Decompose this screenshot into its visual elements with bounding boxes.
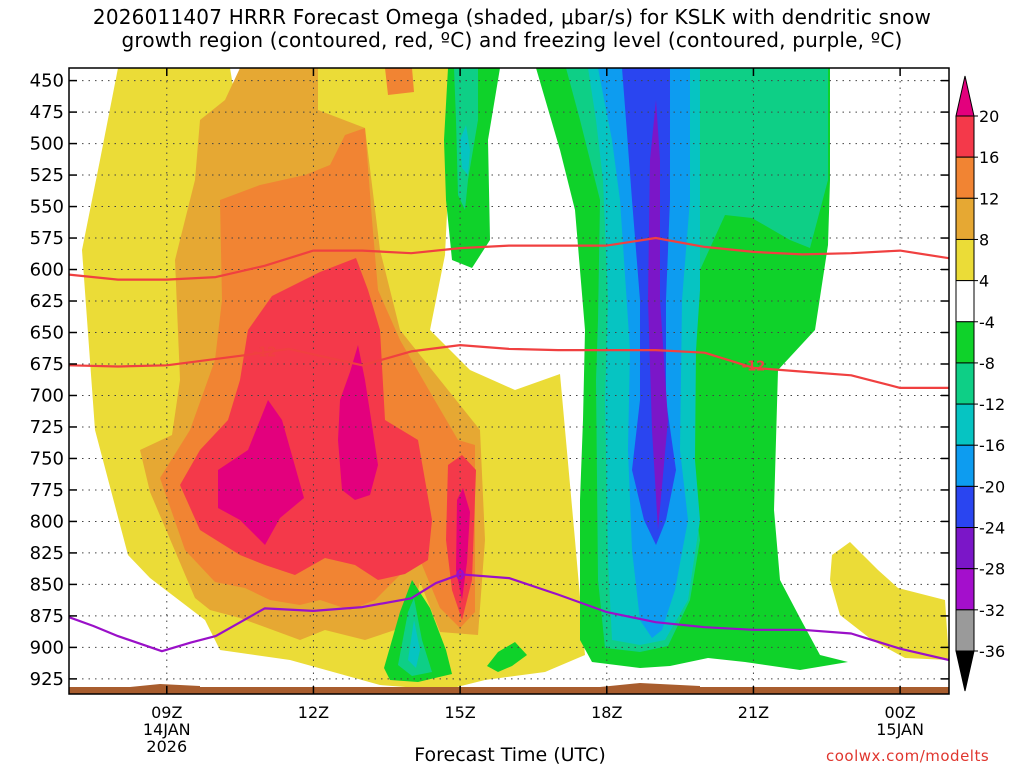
y-tick-label: 750 [30, 448, 64, 469]
colorbar-label: 4 [979, 272, 989, 291]
contour-lines: -12 -12 0 [69, 236, 949, 662]
colorbar-bin [955, 403, 975, 446]
y-tick-label: 775 [30, 480, 64, 501]
colorbar-label: 12 [979, 189, 999, 208]
colorbar-label: -4 [979, 313, 995, 332]
colorbar-bin [955, 444, 975, 487]
x-tick-label: 00Z [884, 703, 915, 722]
chart-title-line2: growth region (contoured, red, ºC) and f… [121, 28, 903, 52]
colorbar-label: -28 [979, 560, 1005, 579]
plot-area: -12 -12 0 [69, 68, 949, 694]
y-tick-label: 925 [30, 669, 64, 690]
colorbar-label: -20 [979, 477, 1005, 496]
y-tick-label: 600 [30, 260, 64, 281]
colorbar-label: -36 [979, 642, 1005, 661]
y-tick-label: 675 [30, 354, 64, 375]
plot-frame [68, 67, 950, 695]
chart-title: 2026011407 HRRR Forecast Omega (shaded, … [0, 6, 1024, 52]
colorbar-bin [955, 527, 975, 570]
omega-shade-m12to-m16-b [460, 125, 470, 175]
ground-strip [69, 687, 949, 694]
colorbar: 20 16 12 8 4 -4 -8 -12 -16 -20 -24 -28 -32 -36 [955, 75, 1005, 692]
colorbar-label: 8 [979, 230, 989, 249]
x-axis-label: Forecast Time (UTC) [414, 744, 606, 766]
colorbar-bin [955, 197, 975, 240]
x-tick-label: 21Z [738, 703, 769, 722]
omega-shade-gt20-a [218, 400, 304, 545]
colorbar-bin [955, 609, 975, 652]
contour-line [69, 573, 949, 662]
omega-shade-m24to-m28 [648, 100, 668, 530]
colorbar-label: -24 [979, 519, 1005, 538]
y-tick-label: 475 [30, 102, 64, 123]
y-tick-label: 575 [30, 228, 64, 249]
ground-bump-2 [600, 683, 700, 688]
y-tick-label: 800 [30, 511, 64, 532]
y-tick-label: 525 [30, 165, 64, 186]
x-tick-label: 14JAN [143, 720, 191, 739]
colorbar-bin [955, 280, 975, 323]
contour-line [69, 344, 949, 389]
y-tick-label: 850 [30, 574, 64, 595]
y-tick-label: 700 [30, 385, 64, 406]
colorbar-label: -12 [979, 395, 1005, 414]
colorbar-label: 20 [979, 107, 999, 126]
omega-shade-m4to-m8-d [487, 642, 527, 672]
y-tick-label: 625 [30, 291, 64, 312]
x-tick-label: 12Z [298, 703, 329, 722]
y-tick-label: 825 [30, 543, 64, 564]
y-tick-label: 725 [30, 417, 64, 438]
colorbar-bin [955, 485, 975, 529]
y-tick-label: 500 [30, 134, 64, 155]
omega-shade-gt20-c [456, 488, 470, 600]
omega-shade-12to16-top [385, 68, 414, 95]
x-tick-label: 15Z [444, 703, 475, 722]
ground-bump-1 [130, 684, 200, 688]
y-tick-label: 550 [30, 197, 64, 218]
colorbar-label: 16 [979, 148, 999, 167]
colorbar-top-arrow [955, 75, 975, 117]
x-tick-label: 18Z [591, 703, 622, 722]
colorbar-bottom-arrow [955, 650, 975, 692]
omega-shade-gt20-b [338, 345, 378, 500]
colorbar-label: -8 [979, 354, 995, 373]
x-tick-label: 15JAN [876, 720, 924, 739]
colorbar-label: -32 [979, 601, 1005, 620]
y-tick-label: 875 [30, 606, 64, 627]
colorbar-bin [955, 156, 975, 199]
colorbar-bin [955, 238, 975, 282]
y-axis: 450 475 500 525 550 575 600 625 650 675 700 725 750 7… [30, 71, 949, 690]
contour-label: 0 [456, 568, 465, 583]
colorbar-bin [955, 321, 975, 364]
contour-label: -12 [253, 345, 277, 360]
y-tick-label: 450 [30, 71, 64, 92]
omega-shade-m12to-m16-c [408, 620, 420, 668]
contour-label: -12 [742, 359, 766, 374]
y-tick-label: 650 [30, 323, 64, 344]
chart-title-line1: 2026011407 HRRR Forecast Omega (shaded, … [92, 5, 932, 29]
x-tick-label: 09Z [151, 703, 182, 722]
colorbar-label: -16 [979, 436, 1005, 455]
grid-lines [69, 68, 949, 694]
colorbar-bin [955, 568, 975, 611]
y-tick-label: 900 [30, 637, 64, 658]
colorbar-bin [955, 362, 975, 405]
omega-shade-4to8-east [830, 542, 949, 660]
colorbar-bin [955, 115, 975, 158]
credit-link[interactable]: coolwx.com/modelts [826, 747, 990, 765]
x-tick-label: 2026 [146, 737, 187, 756]
contour-line [69, 236, 949, 281]
